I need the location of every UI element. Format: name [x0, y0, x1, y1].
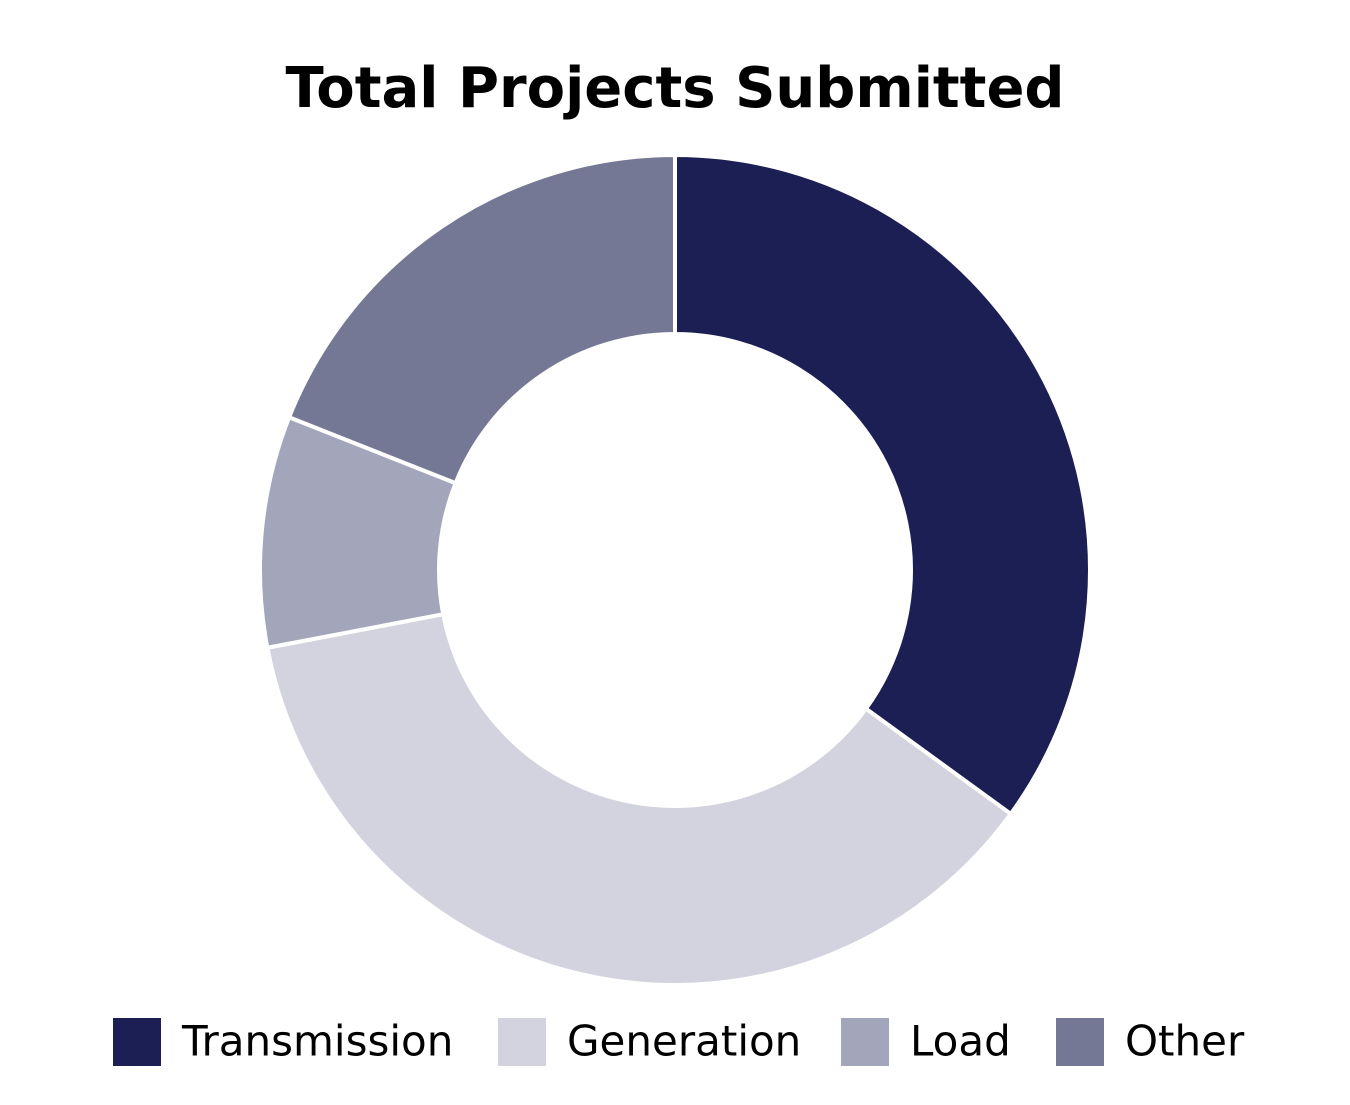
legend-swatch: [113, 1018, 161, 1066]
legend-label: Transmission: [181, 1017, 453, 1066]
legend: Transmission Generation Load Other: [113, 1017, 1245, 1066]
donut-slice: [286, 152, 677, 486]
legend-swatch: [1056, 1018, 1104, 1066]
legend-swatch: [841, 1018, 889, 1066]
legend-swatch: [498, 1018, 546, 1066]
chart-title: Total Projects Submitted: [285, 56, 1064, 121]
legend-label: Load: [910, 1017, 1011, 1066]
legend-label: Generation: [567, 1017, 801, 1066]
donut-slice: [265, 611, 1014, 987]
donut-slice: [673, 152, 1092, 817]
donut: [258, 152, 1092, 987]
legend-label: Other: [1125, 1017, 1245, 1066]
